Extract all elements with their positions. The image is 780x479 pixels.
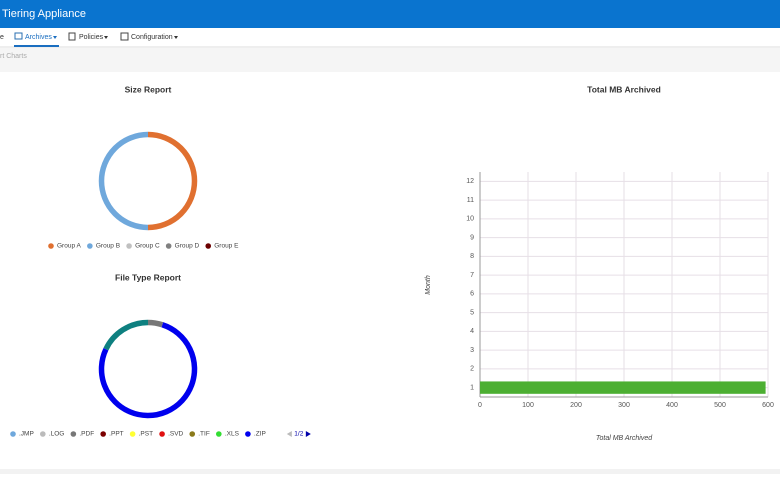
x-tick-label: 0 [478,402,482,409]
x-tick-label: 200 [570,402,582,409]
legend-label: Group C [135,243,160,250]
y-tick-label: 5 [470,309,474,316]
legend-label: .PDF [79,431,94,438]
donut-segment [98,131,149,231]
legend-label: .SVD [168,431,183,438]
y-tick-label: 10 [466,216,474,223]
legend-swatch [159,431,165,437]
legend-swatch [10,431,16,437]
charts: Size Report Group A Group B Group C Group D G… [10,84,774,442]
chart-title: Total MB Archived [587,84,661,94]
legend-swatch [48,243,54,249]
y-axis-label: Month [425,275,432,295]
caret [104,36,108,39]
y-tick-label: 4 [470,328,474,335]
chart-title: Size Report [125,84,172,94]
nav-item[interactable]: Archives [25,34,52,41]
nav-bar [0,28,780,47]
legend-label: Group D [175,243,200,250]
bar [480,381,766,394]
y-tick-label: 7 [470,272,474,279]
donut-segment [147,319,164,328]
legend-swatch [216,431,222,437]
caret [53,36,57,39]
nav-item[interactable]: Policies [79,34,104,41]
x-axis-label: Total MB Archived [596,435,653,442]
x-tick-label: 600 [762,402,774,409]
chart-title: File Type Report [115,272,181,282]
app-title: Tiering Appliance [2,8,86,20]
legend-label: .XLS [225,431,240,438]
donut-segment [103,319,149,351]
y-tick-label: 8 [470,253,474,260]
y-tick-label: 2 [470,366,474,373]
pager-prev[interactable] [286,431,292,437]
legend-label: Group B [96,243,120,250]
legend-swatch [205,243,212,249]
donut-segment [98,322,198,419]
breadcrumb: rt Charts [0,53,27,60]
legend-swatch [87,243,93,249]
legend-label: Group A [57,243,82,250]
legend-swatch [70,431,77,437]
legend-swatch [165,243,172,249]
y-tick-label: 12 [466,178,474,185]
nav-item[interactable]: e [0,34,4,41]
policies-icon [68,32,76,41]
y-tick-label: 1 [470,384,474,391]
x-tick-label: 500 [714,402,726,409]
pager-label: 1/2 [294,431,303,438]
legend-swatch [100,431,106,437]
legend-label: Group E [214,243,239,250]
legend-label: .LOG [49,431,65,438]
breadcrumb-bar [0,48,780,72]
legend-swatch [129,431,136,437]
y-tick-label: 9 [470,234,474,241]
config-icon [120,32,129,41]
y-tick-label: 6 [470,291,474,298]
legend-label: .PPT [109,431,123,438]
y-tick-label: 3 [470,347,474,354]
donut-segment [147,131,198,231]
pager-next[interactable] [305,431,311,437]
caret [174,36,178,39]
legend-swatch [126,243,132,249]
nav-item[interactable]: Configuration [131,34,173,41]
header-bar [0,0,780,28]
legend-swatch [189,431,196,437]
legend-swatch [40,431,46,437]
y-tick-label: 11 [467,197,474,204]
x-tick-label: 300 [618,402,630,409]
legend-swatch [245,431,251,437]
x-tick-label: 100 [522,402,534,409]
legend-label: .ZIP [254,431,266,438]
x-tick-label: 400 [666,402,678,409]
archives-icon [14,32,23,40]
footer-strip [0,469,780,474]
legend-label: .JMP [19,431,34,438]
legend-label: .PST [139,431,153,438]
legend-label: .TIF [198,431,210,438]
